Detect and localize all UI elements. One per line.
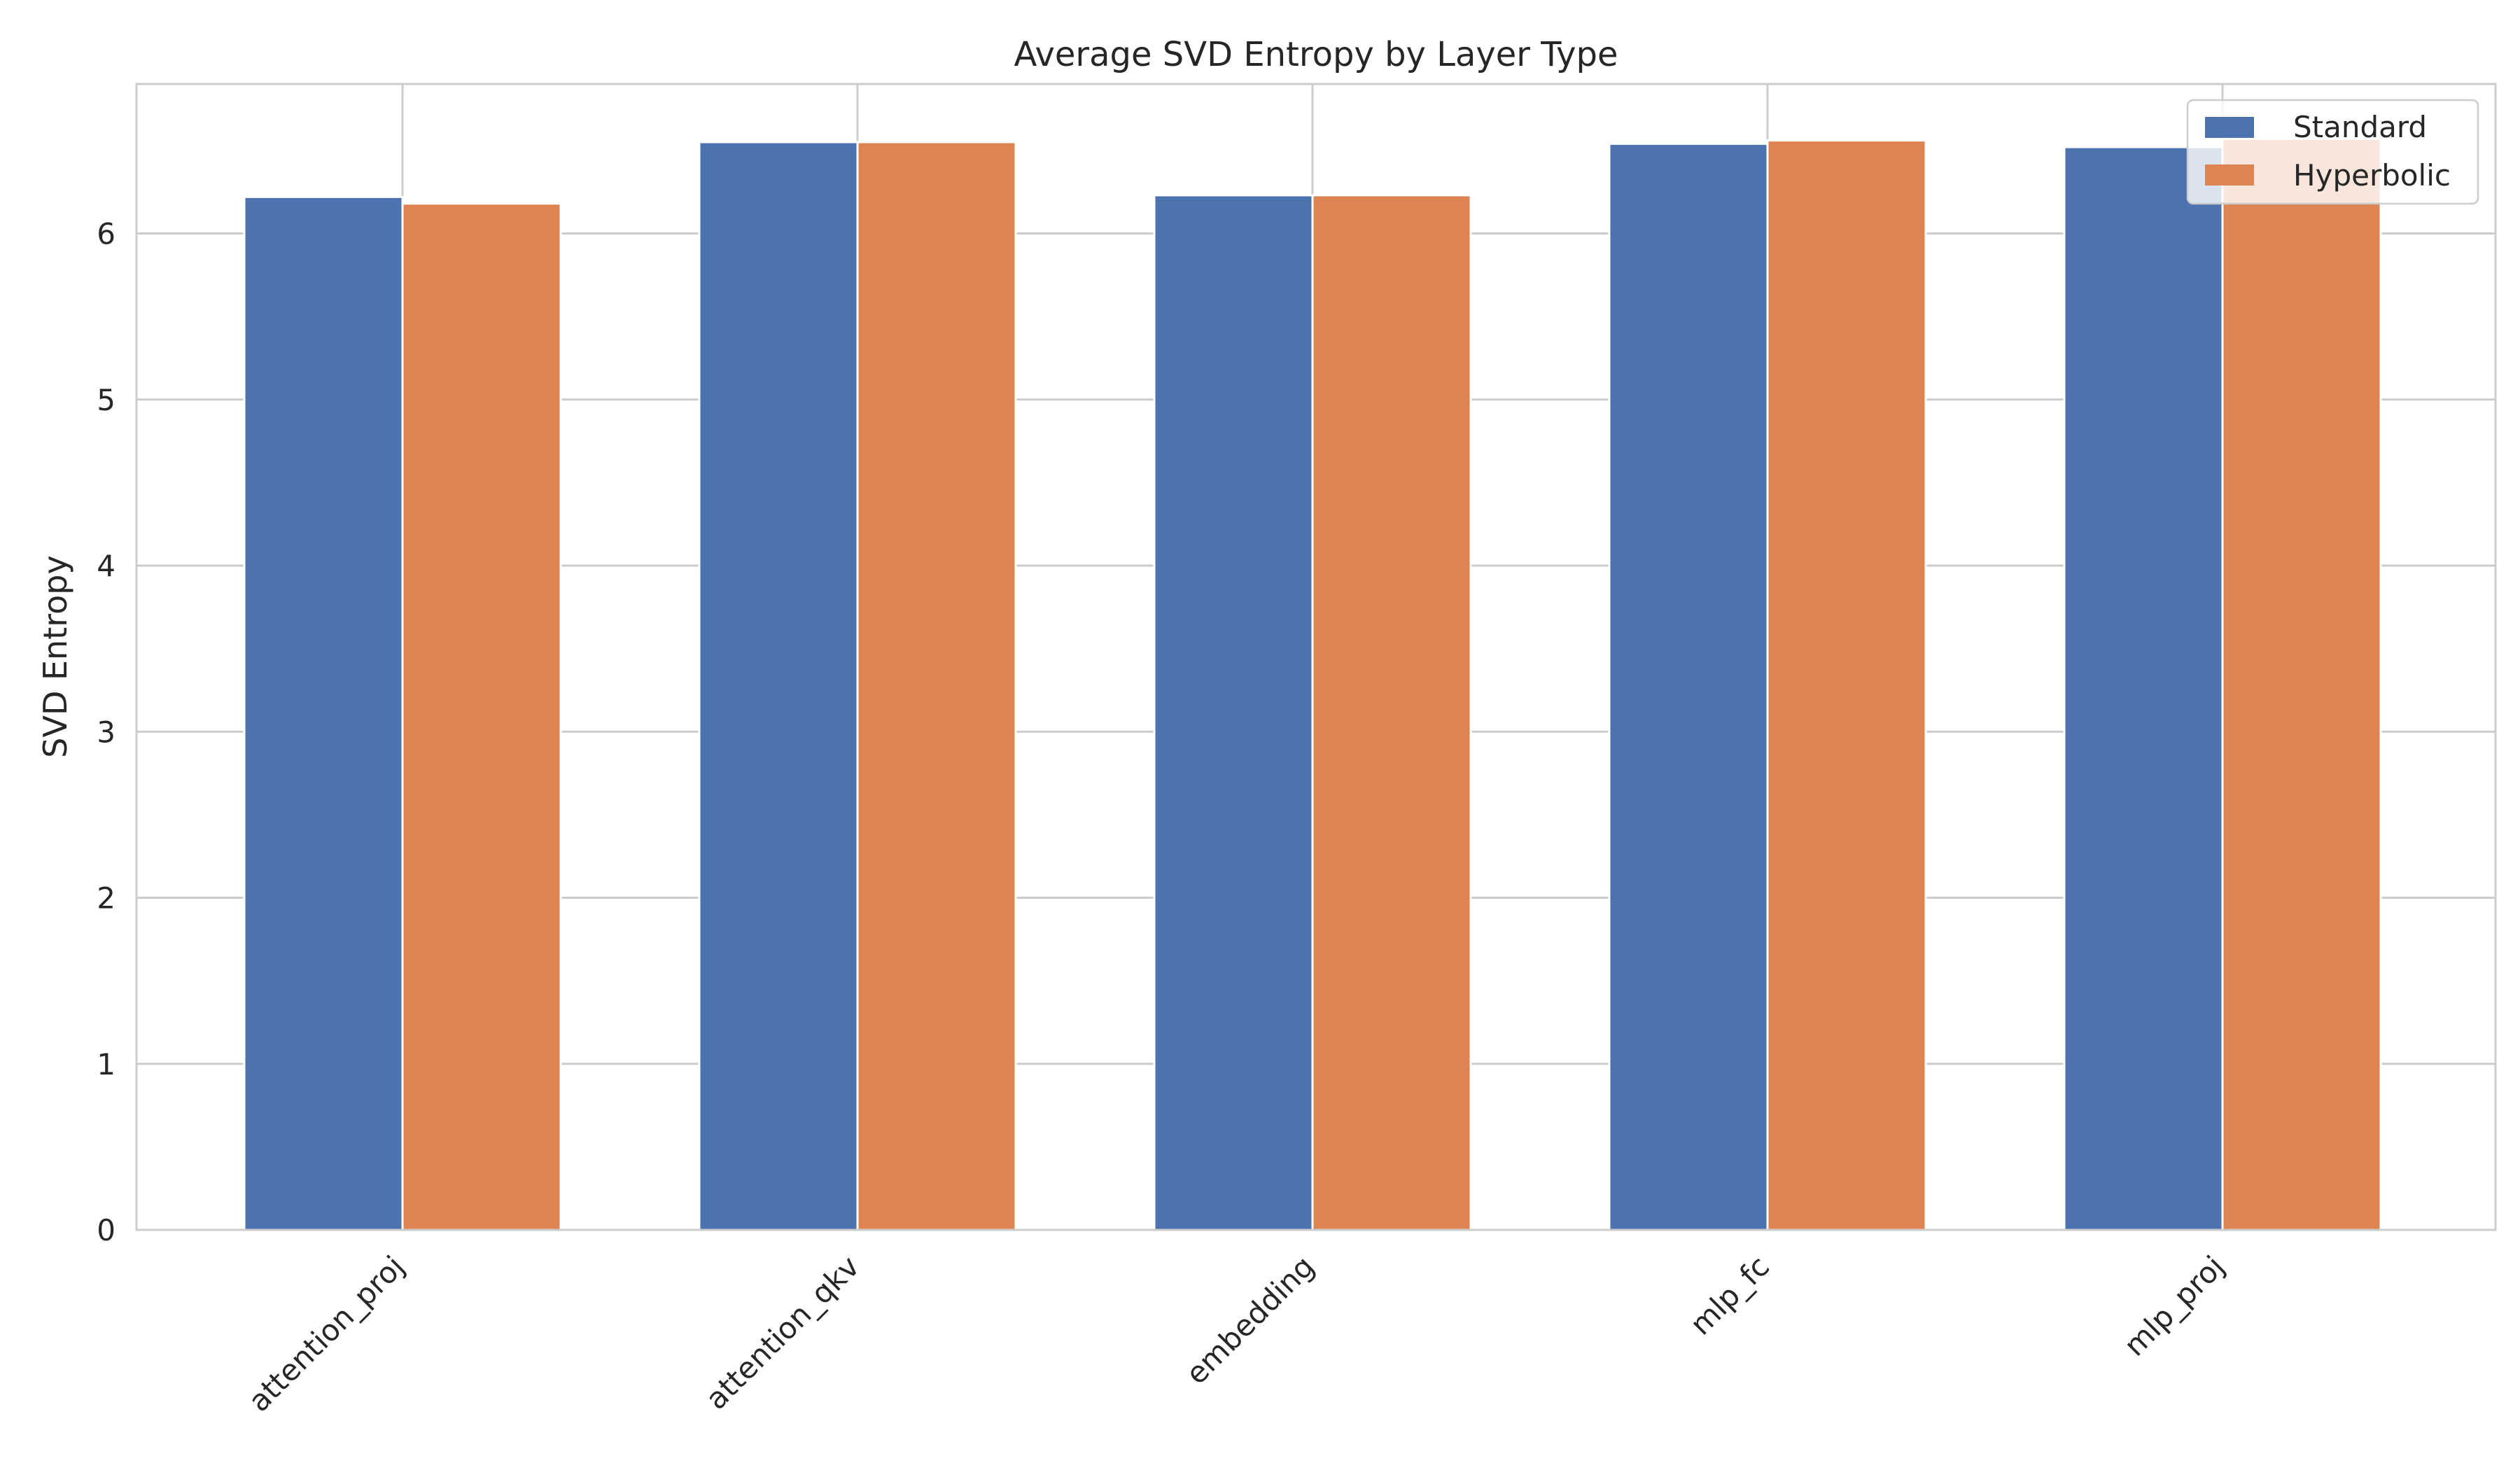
x-tick-labels: attention_proj attention_qkv embedding mlp_… [241,1249,2231,1418]
y-tick-label: 1 [97,1047,115,1082]
chart-title: Average SVD Entropy by Layer Type [1014,35,1618,74]
bar-standard-mlp-fc [1608,142,1769,1231]
legend-label-hyperbolic: Hyperbolic [2293,158,2451,192]
bar-hyperbolic-mlp-proj [2221,137,2382,1231]
y-tick-label: 3 [97,715,115,749]
y-axis-label: SVD Entropy [36,555,74,757]
legend-swatch-hyperbolic [2205,164,2254,186]
x-tick-label: attention_qkv [699,1249,866,1416]
y-tick-label: 2 [97,881,115,916]
legend-swatch-standard [2205,117,2254,138]
y-tick-label: 5 [97,383,115,417]
bars-layer [243,137,2382,1231]
bar-standard-attention-qkv [698,141,859,1231]
legend-label-standard: Standard [2293,110,2427,144]
bar-hyperbolic-embedding [1311,194,1472,1231]
bar-standard-attention-proj [243,195,404,1231]
legend-box [2186,99,2479,205]
x-tick-label: embedding [1179,1249,1321,1391]
legend: Standard Hyperbolic [2186,99,2479,205]
bar-hyperbolic-mlp-fc [1766,139,1927,1231]
x-tick-label: mlp_proj [2118,1249,2231,1362]
y-tick-label: 0 [97,1213,115,1247]
y-tick-label: 4 [97,549,115,583]
y-tick-labels: 0 1 2 3 4 5 6 [97,217,115,1247]
bar-standard-embedding [1153,194,1314,1231]
bar-hyperbolic-attention-proj [401,202,562,1231]
x-tick-label: mlp_fc [1684,1249,1776,1341]
plot-frame [135,83,2497,1231]
bar-standard-mlp-proj [2063,146,2224,1231]
x-tick-label: attention_proj [241,1249,411,1418]
y-tick-label: 6 [97,217,115,251]
bar-hyperbolic-attention-qkv [856,141,1017,1231]
